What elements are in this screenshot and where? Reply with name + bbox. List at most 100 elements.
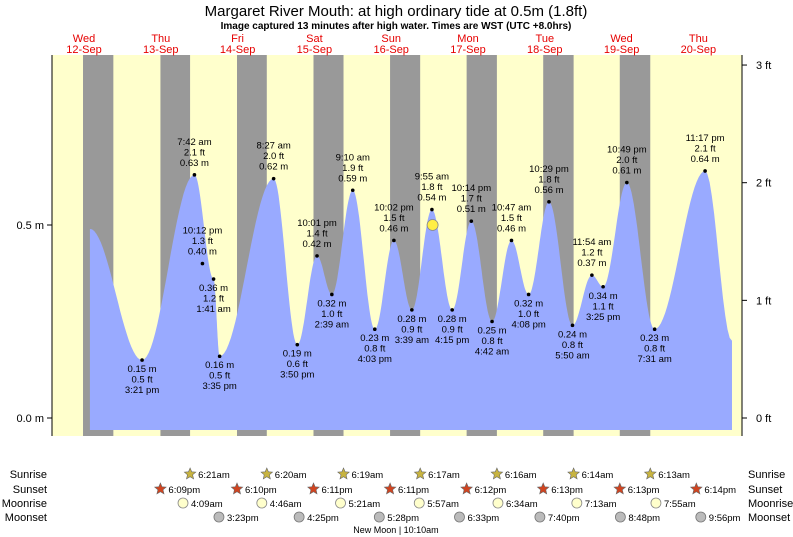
sunrise-row-label-right: Sunrise	[748, 469, 785, 481]
tide-extreme-dot	[217, 354, 222, 359]
sunrise-time-label: 6:16am	[505, 470, 537, 481]
tide-label-line: 3:39 am	[395, 335, 429, 346]
tide-extreme-dot	[547, 200, 551, 204]
right-axis-tick-label: 0 ft	[756, 413, 771, 425]
moonrise-time-label: 7:13am	[585, 499, 617, 510]
tide-label-line: 0.9 ft	[401, 324, 422, 335]
moonset-icon	[454, 511, 465, 523]
tide-label-line: 9:55 am	[415, 172, 449, 183]
star-icon	[383, 482, 397, 495]
tide-label-line: 1.5 ft	[501, 213, 522, 224]
tide-label-line: 1.9 ft	[342, 163, 363, 174]
current-tide-marker	[426, 219, 439, 231]
tide-extreme-dot	[601, 284, 605, 289]
tide-label-line: 10:02 pm	[374, 202, 414, 213]
sunset-time-label: 6:13pm	[551, 485, 583, 496]
tide-label-line: 1.0 ft	[518, 309, 539, 320]
star-icon	[230, 482, 244, 495]
date-label: 17-Sep	[450, 44, 485, 56]
tide-label-line: 0.59 m	[338, 173, 367, 184]
moonrise-time-label: 4:46am	[270, 499, 302, 510]
day-of-week-label: Fri	[231, 33, 244, 45]
sunset-time-label: 6:11pm	[321, 485, 352, 496]
tide-extreme-dot	[271, 176, 276, 181]
sunset-time-label: 6:14pm	[704, 485, 736, 496]
tide-label-line: 0.24 m	[558, 329, 587, 340]
tide-extreme-dot	[430, 207, 434, 212]
tide-label-line: 10:47 am	[492, 202, 532, 213]
tide-label-line: 0.6 ft	[287, 359, 308, 370]
tide-label-line: 4:15 pm	[435, 335, 469, 346]
day-of-week-label: Mon	[457, 33, 478, 45]
moonrise-time-label: 5:21am	[349, 499, 381, 510]
sunrise-time-label: 6:13am	[658, 470, 690, 481]
axes: 0.0 m 0.5 m 0 ft 1 ft 2 ft 3 ft	[16, 55, 771, 436]
moonrise-icon	[571, 497, 583, 509]
tide-label-line: 10:29 pm	[529, 164, 569, 175]
tide-label-line: 1.8 ft	[538, 174, 559, 185]
tide-extreme-dot	[192, 173, 197, 177]
tide-extreme-dot	[211, 277, 216, 281]
tide-label-line: 11:54 am	[572, 237, 611, 248]
tide-extreme-dot	[350, 188, 355, 193]
tide-label-line: 0.9 ft	[442, 324, 463, 335]
tide-label-line: 0.19 m	[283, 349, 312, 360]
tide-label-line: 0.8 ft	[364, 344, 385, 355]
tide-label-line: 2.0 ft	[616, 155, 637, 166]
moonrise-time-label: 4:09am	[191, 499, 223, 510]
moonrise-row-label-right: Moonrise	[748, 498, 793, 510]
tide-label-line: 7:42 am	[177, 137, 211, 148]
moonset-icon	[373, 511, 385, 523]
moonrise-row-label-left: Moonrise	[2, 498, 47, 510]
tide-label-line: 0.40 m	[188, 247, 217, 258]
tide-label-line: 10:12 pm	[183, 226, 223, 237]
tide-label-line: 1.8 ft	[421, 182, 442, 193]
moonrise-time-label: 5:57am	[427, 499, 459, 510]
moonrise-icon	[256, 497, 268, 509]
tide-label-line: 1.5 ft	[383, 213, 404, 224]
tide-label-line: 0.34 m	[589, 291, 618, 302]
sunrise-time-label: 6:20am	[275, 470, 307, 481]
moonset-icon	[695, 511, 707, 523]
moonrise-icon	[492, 497, 504, 509]
tide-area	[89, 171, 732, 430]
day-of-week-label: Thu	[151, 33, 170, 45]
day-of-week-label: Wed	[610, 33, 632, 45]
tide-label-line: 1.2 ft	[203, 294, 224, 305]
sunrise-time-label: 6:19am	[352, 470, 384, 481]
star-icon	[490, 467, 504, 480]
moonrise-time-label: 6:34am	[506, 499, 538, 510]
moonrise-icon	[650, 497, 662, 509]
tide-label-line: 0.8 ft	[562, 340, 583, 351]
tide-label-line: 0.56 m	[534, 185, 563, 196]
left-axis-tick-label: 0.0 m	[16, 413, 44, 425]
date-label: 13-Sep	[143, 44, 178, 56]
tide-extreme-dot	[140, 358, 144, 362]
star-icon	[567, 467, 581, 480]
sunset-row-label-left: Sunset	[13, 484, 47, 496]
day-of-week-label: Thu	[689, 33, 708, 45]
moonset-icon	[534, 511, 546, 523]
tide-label-line: 0.5 ft	[132, 375, 153, 386]
sunset-time-label: 6:11pm	[398, 485, 429, 496]
tide-extreme-dot	[526, 292, 531, 297]
moonset-time-label: 6:33pm	[467, 513, 499, 524]
tide-label-line: 1.0 ft	[321, 309, 342, 320]
sunset-time-label: 6:12pm	[475, 485, 507, 496]
tide-label-line: 4:03 pm	[358, 354, 392, 365]
tide-label-line: 3:21 pm	[125, 385, 159, 396]
tide-labels: 0.15 m0.5 ft3:21 pm7:42 am2.1 ft0.63 m0.…	[125, 133, 725, 396]
tide-extreme-dot	[200, 261, 205, 266]
moonset-icon	[614, 511, 626, 523]
star-icon	[337, 467, 350, 480]
day-of-week-label: Sat	[306, 33, 323, 45]
tide-label-line: 9:10 am	[336, 152, 370, 163]
date-label: 16-Sep	[373, 44, 408, 56]
tide-extreme-dot	[410, 308, 414, 312]
moonset-icon	[293, 511, 305, 523]
tide-extreme-dot	[295, 342, 300, 347]
moonset-time-label: 5:28pm	[387, 513, 419, 524]
tide-label-line: 0.8 ft	[644, 344, 665, 355]
date-label: 14-Sep	[220, 44, 255, 56]
